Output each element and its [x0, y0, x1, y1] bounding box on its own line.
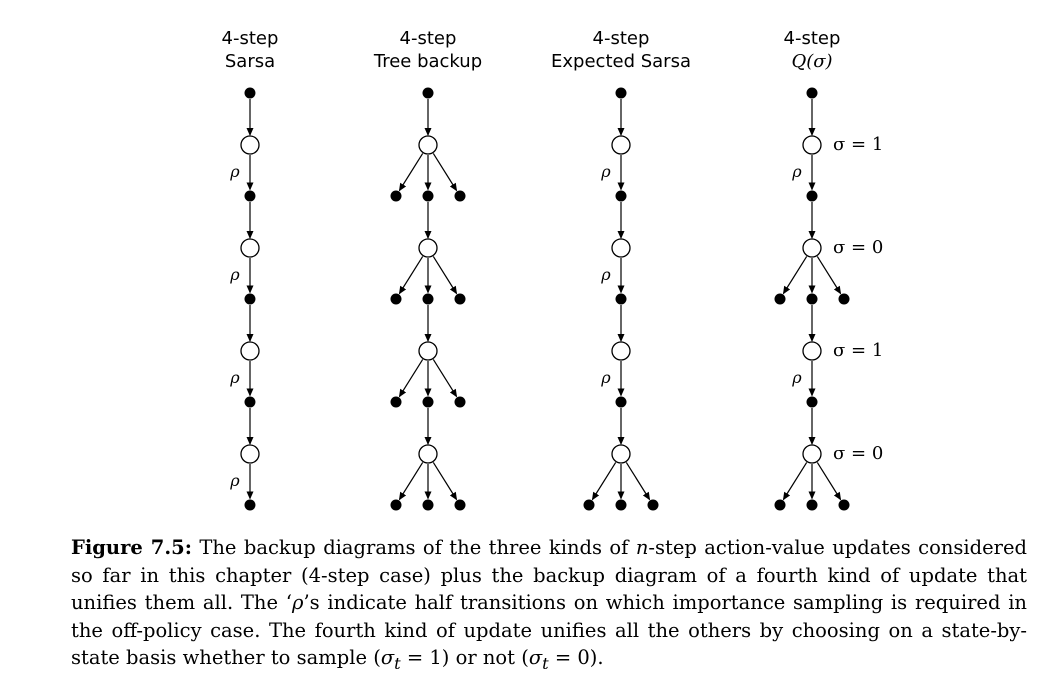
action-node: [391, 397, 402, 408]
action-node: [423, 191, 434, 202]
column-title-line1: 4-step: [593, 28, 650, 49]
action-node: [616, 500, 627, 511]
action-node: [245, 191, 256, 202]
sigma-label: σ = 1: [833, 134, 883, 155]
action-node: [391, 191, 402, 202]
transition-arrow: [433, 359, 456, 396]
rho-label: ρ: [229, 162, 240, 181]
transition-arrow: [433, 153, 456, 190]
action-node: [423, 500, 434, 511]
sigma-label: σ = 0: [833, 237, 883, 258]
action-node: [807, 397, 818, 408]
state-node: [803, 445, 821, 463]
rho-label: ρ: [791, 368, 802, 387]
column-title-line2: Expected Sarsa: [551, 51, 691, 72]
transition-arrow: [592, 462, 615, 499]
action-node: [455, 191, 466, 202]
state-node: [241, 342, 259, 360]
transition-arrow: [399, 462, 422, 499]
action-node: [455, 500, 466, 511]
action-node: [616, 397, 627, 408]
rho-label: ρ: [600, 265, 611, 284]
state-node: [419, 445, 437, 463]
transition-arrow: [817, 462, 840, 499]
caption-sigma-symbol: σ: [529, 646, 542, 669]
caption-text-4: = 1) or not (: [401, 646, 529, 669]
state-node: [241, 445, 259, 463]
column-title-line1: 4-step: [222, 28, 279, 49]
action-node: [455, 294, 466, 305]
state-node: [612, 136, 630, 154]
rho-label: ρ: [229, 471, 240, 490]
action-node: [245, 397, 256, 408]
action-node: [807, 88, 818, 99]
action-node: [775, 294, 786, 305]
action-node: [807, 294, 818, 305]
transition-arrow: [783, 462, 806, 499]
transition-arrow: [817, 256, 840, 293]
state-node: [241, 239, 259, 257]
state-node: [419, 342, 437, 360]
transition-arrow: [433, 462, 456, 499]
caption-text-1: The backup diagrams of the three kinds o…: [192, 536, 636, 559]
action-node: [391, 294, 402, 305]
action-node: [245, 294, 256, 305]
action-node: [423, 294, 434, 305]
action-node: [584, 500, 595, 511]
state-node: [803, 239, 821, 257]
state-node: [241, 136, 259, 154]
state-node: [803, 136, 821, 154]
state-node: [419, 136, 437, 154]
action-node: [775, 500, 786, 511]
rho-label: ρ: [600, 368, 611, 387]
action-node: [648, 500, 659, 511]
column-title-line1: 4-step: [400, 28, 457, 49]
action-node: [423, 88, 434, 99]
rho-label: ρ: [229, 368, 240, 387]
column-title-line2: Sarsa: [225, 51, 275, 72]
transition-arrow: [399, 256, 422, 293]
column-title-line2: Q(σ): [791, 51, 832, 72]
figure-caption: Figure 7.5: The backup diagrams of the t…: [71, 534, 1027, 677]
action-node: [616, 294, 627, 305]
state-node: [419, 239, 437, 257]
action-node: [391, 500, 402, 511]
rho-label: ρ: [791, 162, 802, 181]
action-node: [616, 191, 627, 202]
transition-arrow: [399, 359, 422, 396]
rho-label: ρ: [600, 162, 611, 181]
transition-arrow: [399, 153, 422, 190]
figure-label: Figure 7.5:: [71, 536, 192, 559]
state-node: [612, 445, 630, 463]
rho-label: ρ: [229, 265, 240, 284]
action-node: [616, 88, 627, 99]
action-node: [245, 88, 256, 99]
caption-text-5: = 0).: [549, 646, 604, 669]
action-node: [807, 191, 818, 202]
caption-rho-symbol: ρ: [292, 591, 303, 614]
transition-arrow: [783, 256, 806, 293]
state-node: [803, 342, 821, 360]
column-title-line2: Tree backup: [373, 51, 482, 72]
action-node: [839, 500, 850, 511]
sigma-label: σ = 0: [833, 443, 883, 464]
transition-arrow: [626, 462, 649, 499]
caption-sigma-symbol: σ: [381, 646, 394, 669]
column-title-line1: 4-step: [784, 28, 841, 49]
state-node: [612, 239, 630, 257]
action-node: [423, 397, 434, 408]
action-node: [839, 294, 850, 305]
action-node: [807, 500, 818, 511]
transition-arrow: [433, 256, 456, 293]
action-node: [455, 397, 466, 408]
caption-n-symbol: n: [636, 536, 649, 559]
state-node: [612, 342, 630, 360]
action-node: [245, 500, 256, 511]
sigma-label: σ = 1: [833, 340, 883, 361]
